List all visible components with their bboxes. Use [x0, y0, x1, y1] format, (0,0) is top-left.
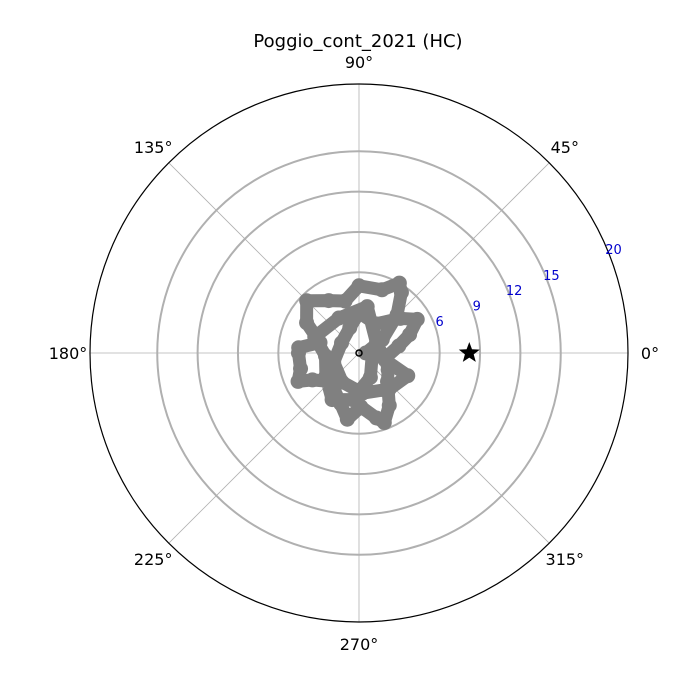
polar-frame — [89, 83, 629, 623]
trajectory-point — [377, 352, 393, 368]
trajectory-point — [299, 293, 315, 309]
target-star-marker — [458, 342, 480, 362]
trajectory-point — [368, 316, 384, 332]
trajectory-point — [337, 293, 353, 309]
radial-grid-circle — [196, 190, 522, 516]
angular-tick-label: 270° — [340, 635, 379, 654]
trajectory-point — [318, 368, 334, 384]
trajectory-point — [334, 335, 350, 351]
trajectory-point — [321, 293, 337, 309]
trajectory-layer — [290, 275, 480, 431]
radial-grid-circle — [236, 230, 482, 476]
trajectory-point — [290, 345, 306, 361]
start-marker — [355, 349, 363, 357]
trajectory-point — [400, 368, 416, 384]
trajectory-point — [364, 345, 380, 361]
radial-tick-label: 20 — [605, 243, 622, 258]
trajectory-point — [381, 397, 397, 413]
axis-labels: 0° 45° 90° 135° 180° 225° 270° 315° 6 9 12 15 20 — [49, 53, 659, 654]
trajectory-point — [351, 278, 367, 294]
radial-tick-label: 9 — [473, 300, 481, 315]
angular-tick-label: 180° — [49, 344, 88, 363]
radial-grid-circle — [277, 271, 441, 435]
trajectory-point — [376, 415, 392, 431]
trajectory-point — [290, 373, 306, 389]
angular-tick-label: 315° — [546, 550, 585, 569]
radial-grid-circle — [156, 150, 562, 556]
trajectory-point — [391, 338, 407, 354]
trajectory-point — [381, 381, 397, 397]
trajectory-point — [304, 372, 320, 388]
radial-tick-label: 15 — [543, 269, 560, 284]
angular-tick-label: 45° — [551, 138, 579, 157]
trajectory-point — [409, 311, 425, 327]
angular-tick-label: 0° — [641, 344, 659, 363]
trajectory-point — [391, 275, 407, 291]
trajectory-point — [339, 411, 355, 427]
trajectory-point — [374, 282, 390, 298]
angular-tick-label: 225° — [134, 550, 173, 569]
trajectory-point — [324, 392, 340, 408]
trajectory-point — [402, 327, 418, 343]
chart-title: Poggio_cont_2021 (HC) — [253, 31, 462, 52]
trajectory-point — [362, 369, 378, 385]
trajectory-point — [293, 361, 309, 377]
radial-tick-label: 6 — [435, 315, 443, 330]
trajectory-point — [359, 299, 375, 315]
trajectory-point — [331, 310, 347, 326]
trajectory-point — [307, 329, 323, 345]
angular-tick-label: 135° — [134, 138, 173, 157]
radial-tick-label: 12 — [506, 284, 523, 299]
trajectory-point — [299, 315, 315, 331]
trajectory-point — [342, 320, 358, 336]
trajectory-point — [318, 348, 334, 364]
angular-tick-label: 90° — [345, 53, 373, 72]
trajectory-point — [392, 310, 408, 326]
trajectory-point — [334, 374, 350, 390]
trajectory-point — [344, 392, 360, 408]
